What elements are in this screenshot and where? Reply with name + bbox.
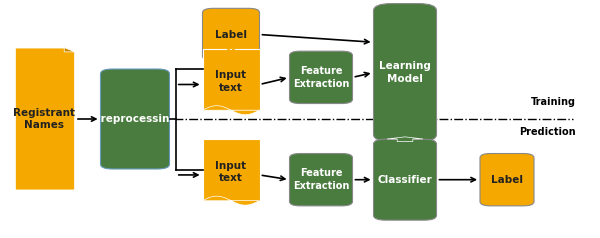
- FancyBboxPatch shape: [290, 51, 353, 104]
- Text: Registrant
Names: Registrant Names: [13, 108, 75, 130]
- Text: Classifier: Classifier: [377, 175, 433, 185]
- FancyBboxPatch shape: [101, 69, 170, 169]
- Text: Learning
Model: Learning Model: [379, 61, 431, 84]
- Text: Prediction: Prediction: [520, 127, 576, 137]
- Text: Training: Training: [531, 97, 576, 107]
- FancyBboxPatch shape: [374, 4, 437, 142]
- Polygon shape: [203, 196, 260, 205]
- Polygon shape: [15, 48, 75, 190]
- Polygon shape: [387, 137, 423, 142]
- FancyBboxPatch shape: [203, 49, 260, 110]
- FancyBboxPatch shape: [203, 8, 260, 61]
- Text: Input
text: Input text: [215, 161, 247, 183]
- FancyBboxPatch shape: [374, 139, 437, 220]
- Polygon shape: [64, 48, 75, 52]
- FancyBboxPatch shape: [290, 154, 353, 206]
- FancyBboxPatch shape: [203, 139, 260, 201]
- Text: Input
text: Input text: [215, 70, 247, 93]
- Text: Label: Label: [215, 30, 247, 40]
- Polygon shape: [203, 106, 260, 115]
- Text: Feature
Extraction: Feature Extraction: [293, 66, 349, 89]
- Text: Feature
Extraction: Feature Extraction: [293, 169, 349, 191]
- Text: Preprocessing: Preprocessing: [93, 114, 177, 124]
- FancyBboxPatch shape: [480, 154, 534, 206]
- Text: Label: Label: [491, 175, 523, 185]
